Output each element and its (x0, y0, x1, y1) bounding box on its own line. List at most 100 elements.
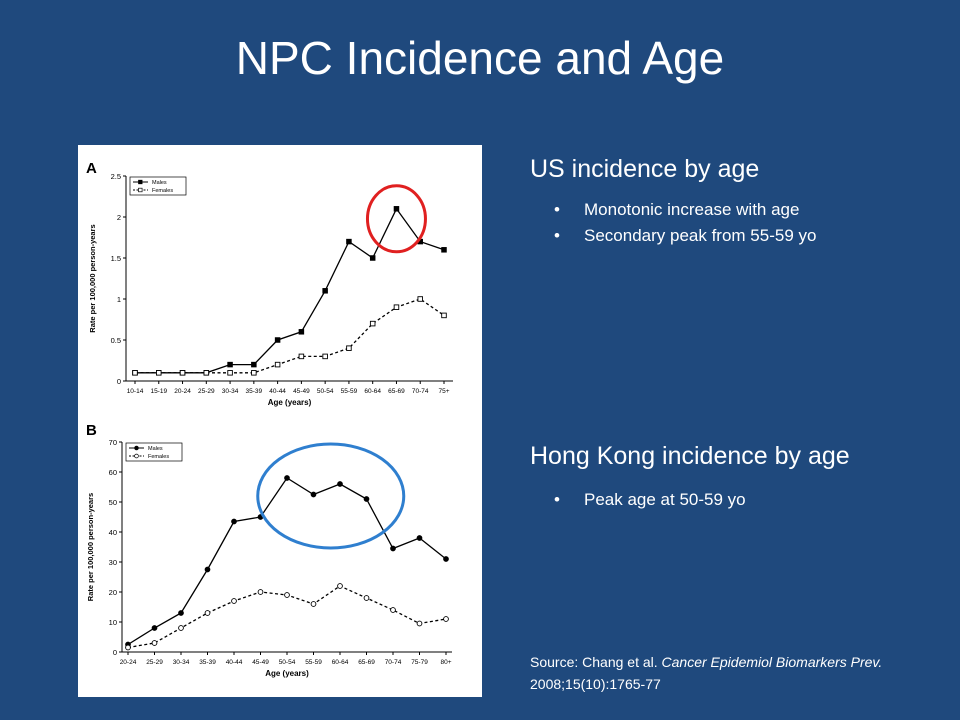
data-point-female (443, 616, 449, 622)
us-bullet-1: Monotonic increase with age (554, 197, 816, 223)
x-tick-label: 40-44 (269, 388, 286, 395)
y-tick-label: 2 (117, 213, 121, 222)
data-point-female (132, 370, 138, 376)
x-tick-label: 70-74 (412, 388, 429, 395)
x-tick-label: 65-69 (358, 659, 375, 666)
legend-marker (138, 187, 143, 193)
data-point-male (284, 475, 290, 481)
y-tick-label: 60 (109, 468, 117, 477)
x-tick-label: 80+ (440, 659, 451, 666)
data-point-male (363, 496, 370, 502)
data-point-female (369, 320, 376, 327)
us-incidence-chart: A 0 0.5 1 1.5 2 2.5 10-14 15-19 20-24 25-29 30-34 35… (86, 160, 453, 407)
data-point-male (441, 247, 447, 253)
y-tick-label: 1.5 (111, 254, 121, 263)
data-point-female (274, 361, 281, 368)
data-point-female (179, 370, 186, 376)
data-point-female (251, 370, 257, 376)
panel-label: A (86, 160, 97, 177)
highlight-circle (256, 442, 406, 550)
x-tick-label: 10-14 (127, 388, 144, 395)
data-point-female (322, 353, 328, 360)
y-tick-label: 20 (109, 588, 117, 597)
source-journal: Cancer Epidemiol Biomarkers Prev. (661, 654, 883, 670)
source-citation: Source: Chang et al. Cancer Epidemiol Bi… (530, 651, 930, 695)
x-tick-label: 50-54 (317, 388, 334, 395)
x-tick-label: 25-29 (146, 659, 163, 666)
data-point-male (393, 206, 400, 212)
y-tick-label: 40 (109, 528, 117, 537)
y-tick-label: 0 (113, 648, 117, 657)
y-tick-label: 0.5 (111, 336, 121, 345)
data-point-female (417, 296, 423, 302)
y-tick-label: 1 (117, 295, 121, 304)
data-point-female (441, 312, 447, 319)
y-axis-title: Rate per 100,000 person-years (86, 493, 95, 601)
legend-label-males: Males (148, 446, 163, 452)
x-axis-title: Age (years) (268, 398, 312, 407)
legend-label-females: Females (152, 188, 173, 194)
y-tick-label: 50 (109, 498, 117, 507)
data-point-female (257, 589, 264, 595)
x-tick-label: 45-49 (293, 388, 310, 395)
data-point-male (204, 566, 211, 573)
x-tick-label: 45-49 (252, 659, 269, 666)
incidence-figure: A 0 0.5 1 1.5 2 2.5 10-14 15-19 20-24 25-29 30-34 35… (78, 145, 482, 697)
series-line-males (135, 207, 445, 374)
data-point-female (125, 644, 131, 651)
data-point-male (251, 361, 257, 368)
hk-incidence-chart: B 0 10 20 30 40 50 60 70 20-24 25-29 30-34 35-39 40-4… (86, 422, 452, 678)
source-reference: 2008;15(10):1765-77 (530, 676, 661, 692)
data-point-male (322, 288, 328, 294)
data-point-female (337, 583, 343, 589)
data-point-female (363, 595, 370, 601)
data-point-male (416, 535, 423, 541)
data-point-male (337, 481, 343, 487)
y-axis-title: Rate per 100,000 person-years (88, 224, 97, 332)
x-tick-label: 70-74 (385, 659, 402, 666)
data-point-male (274, 337, 281, 343)
data-point-female (203, 370, 210, 376)
x-tick-label: 30-34 (222, 388, 239, 395)
x-tick-label: 30-34 (173, 659, 190, 666)
x-tick-label: 55-59 (341, 388, 358, 395)
highlight-circle (365, 184, 427, 254)
data-point-female (227, 370, 233, 376)
data-point-female (390, 607, 396, 613)
series-line-females (135, 298, 445, 374)
data-point-male (346, 238, 352, 245)
x-tick-label: 15-19 (150, 388, 167, 395)
data-point-female (346, 345, 352, 351)
data-point-female (284, 592, 290, 598)
x-tick-label: 60-64 (364, 388, 381, 395)
data-point-male (178, 610, 184, 616)
x-tick-label: 60-64 (332, 659, 349, 666)
legend-marker (134, 453, 139, 459)
data-point-female (204, 610, 211, 616)
legend-marker (134, 445, 139, 451)
data-point-female (178, 625, 184, 631)
x-tick-label: 75-79 (411, 659, 428, 666)
y-tick-label: 2.5 (111, 172, 121, 181)
data-point-male (298, 329, 305, 335)
y-tick-label: 30 (109, 558, 117, 567)
x-tick-label: 65-69 (388, 388, 405, 395)
x-tick-label: 20-24 (174, 388, 191, 395)
hk-bullet-1: Peak age at 50-59 yo (554, 487, 746, 513)
legend-label-females: Females (148, 454, 169, 460)
x-tick-label: 35-39 (199, 659, 216, 666)
data-point-female (231, 598, 237, 604)
us-heading: US incidence by age (530, 155, 760, 183)
data-point-male (151, 625, 158, 631)
x-tick-label: 20-24 (120, 659, 137, 666)
y-tick-label: 70 (109, 438, 117, 447)
us-bullet-list: Monotonic increase with age Secondary pe… (554, 197, 816, 249)
data-point-male (310, 491, 317, 498)
data-point-female (310, 601, 317, 607)
data-point-female (151, 640, 158, 646)
x-axis-title: Age (years) (265, 669, 309, 678)
data-point-female (298, 353, 305, 360)
us-bullet-2: Secondary peak from 55-59 yo (554, 223, 816, 249)
hk-heading: Hong Kong incidence by age (530, 442, 850, 470)
x-tick-label: 35-39 (246, 388, 263, 395)
